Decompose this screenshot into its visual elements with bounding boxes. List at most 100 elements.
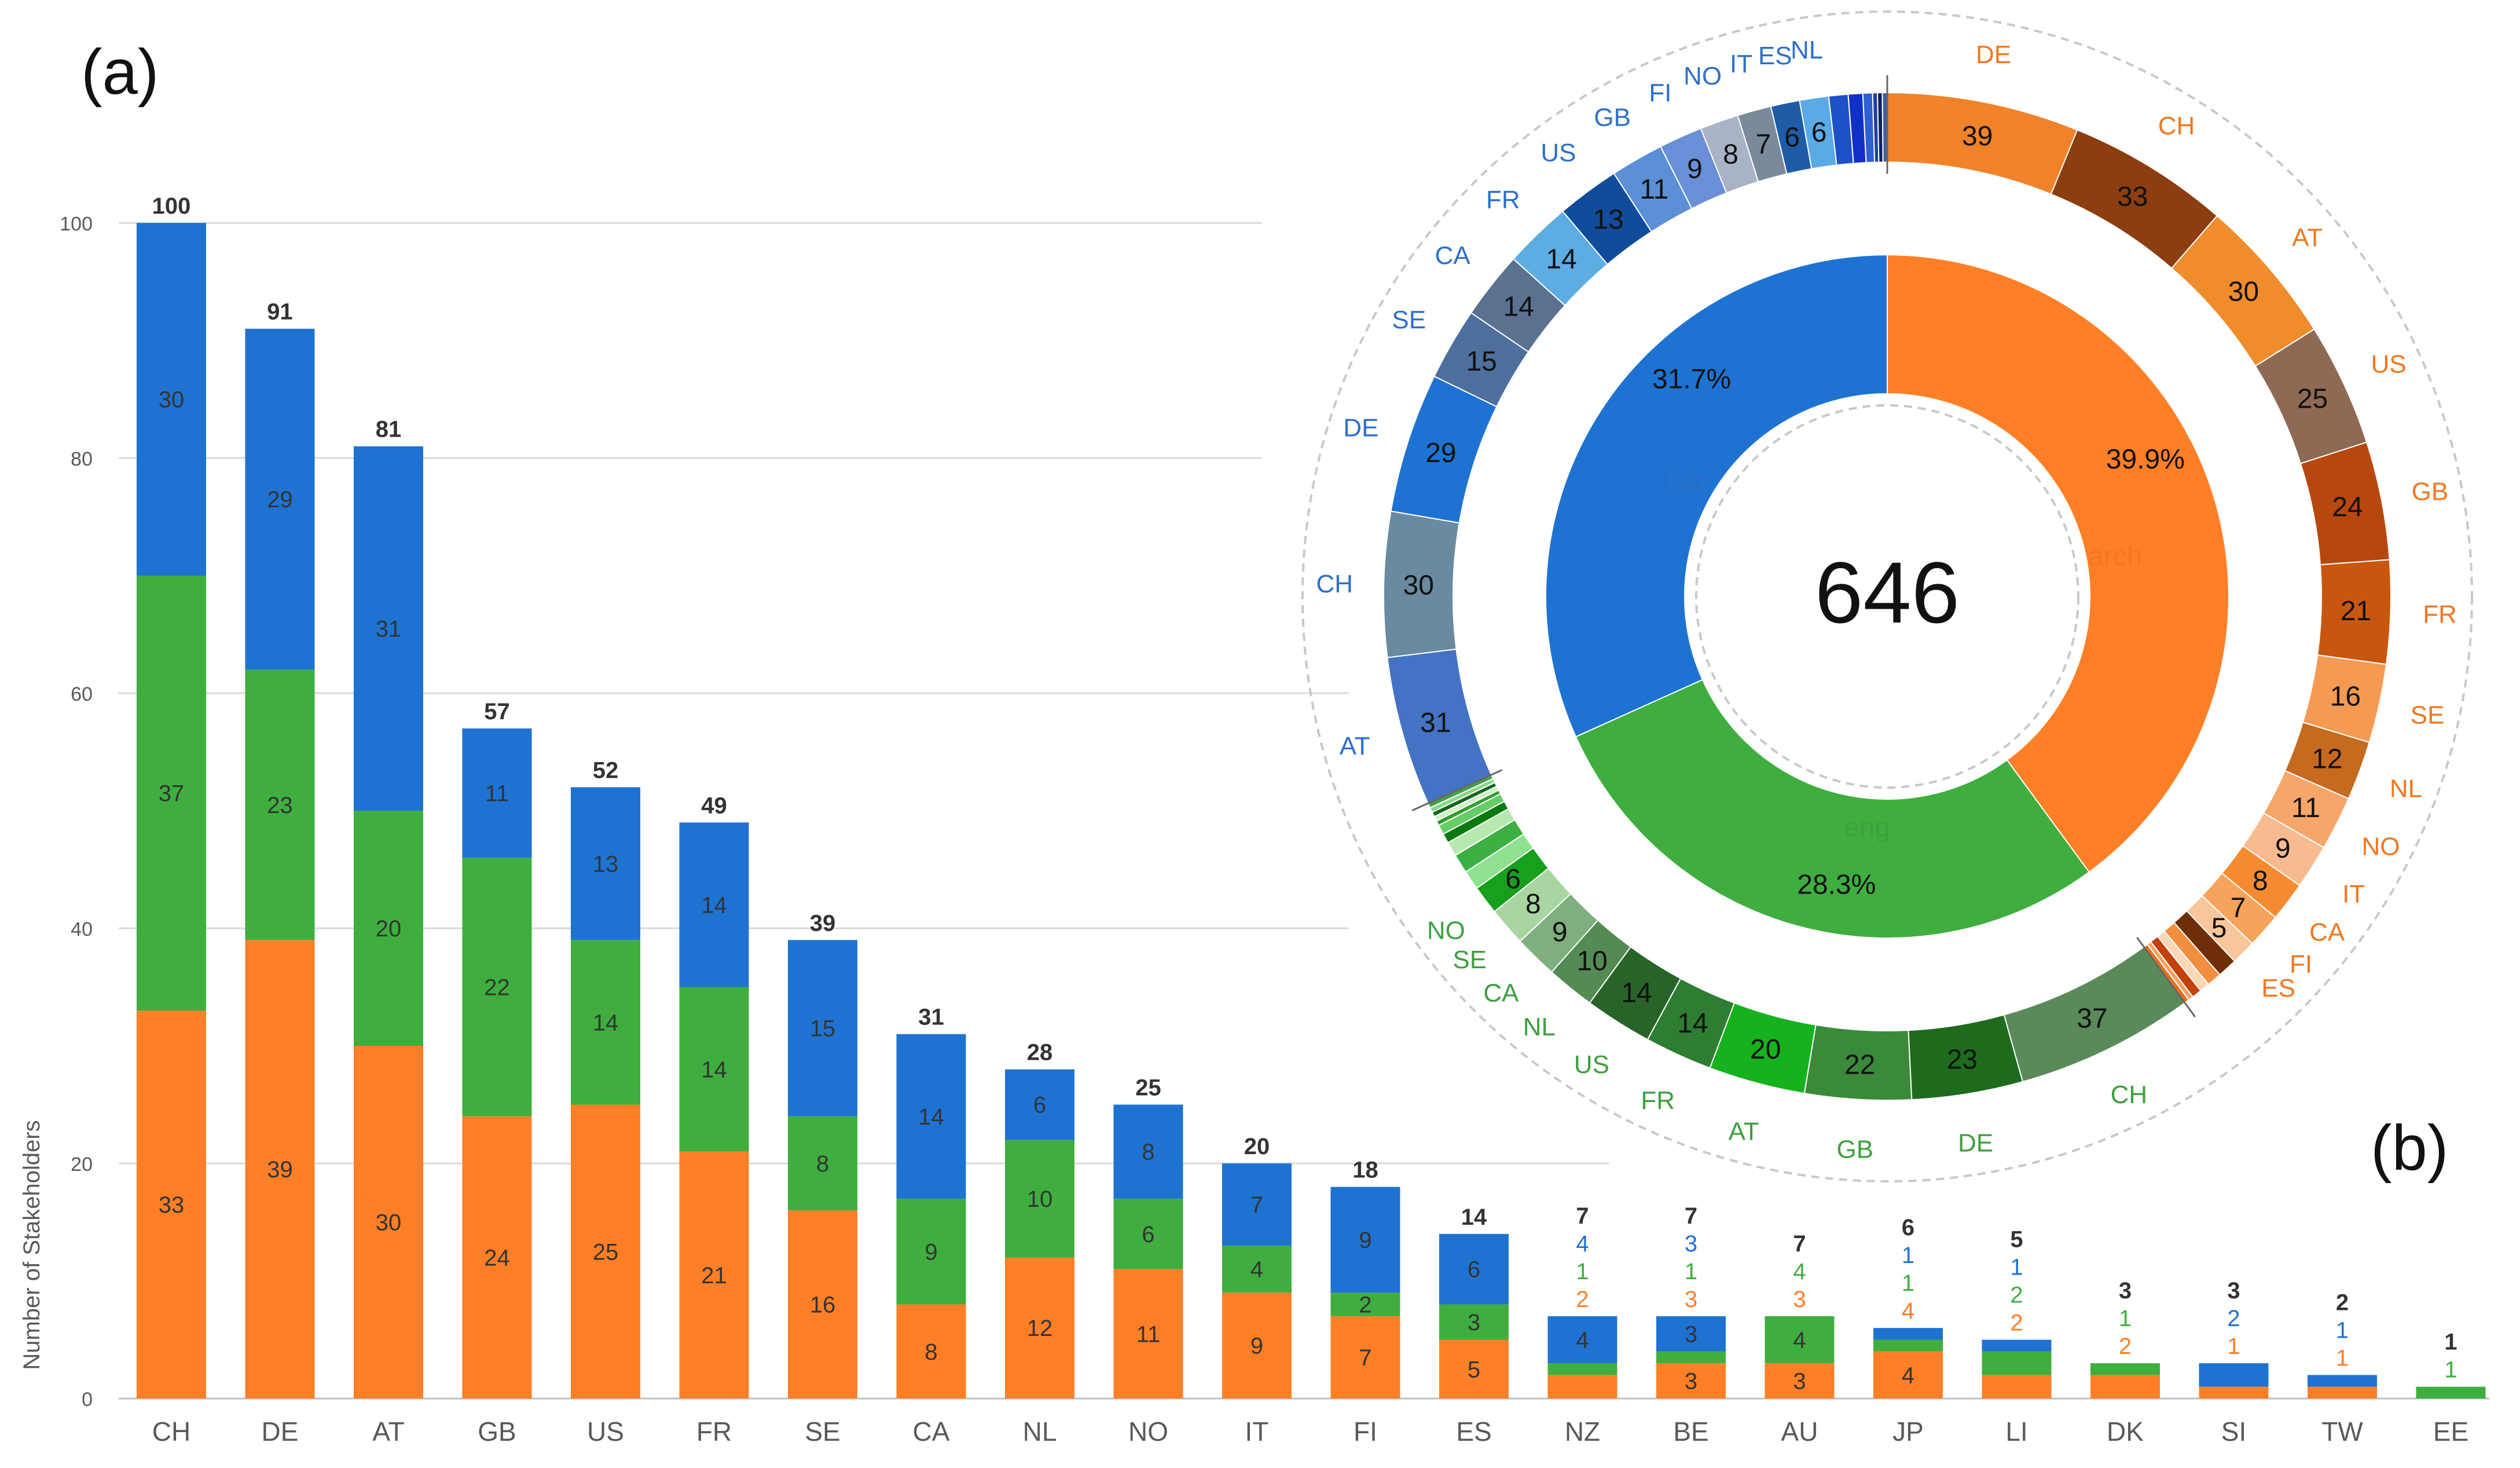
x-tick-label: CH: [152, 1416, 190, 1447]
bar-total-label: 20: [1244, 1134, 1270, 1159]
segment-value-label: 29: [267, 487, 293, 512]
bar-segment-eng: [354, 811, 423, 1046]
segment-value-label: 13: [593, 851, 619, 877]
segment-value-label: 1: [2119, 1306, 2132, 1331]
outer-country-label: IT: [2342, 880, 2365, 909]
outer-value-label: 33: [2117, 182, 2148, 213]
segment-value-label: 31: [376, 616, 402, 642]
segment-value-label: 2: [1359, 1293, 1371, 1318]
segment-value-label: 12: [1027, 1316, 1053, 1341]
outer-country-label: DE: [1343, 414, 1378, 442]
segment-value-label: 16: [810, 1293, 836, 1318]
bar-segment-fab: [571, 787, 640, 940]
bar-segment-eng: [2416, 1386, 2486, 1399]
outer-country-label: NO: [2362, 832, 2400, 861]
bar-segment-arch: [571, 1104, 640, 1399]
bar-segment-eng: [896, 1198, 966, 1305]
segment-value-label: 7: [1359, 1345, 1371, 1371]
segment-value-label: 8: [925, 1339, 937, 1365]
bar-segment-arch: [245, 940, 315, 1399]
segment-value-label: 4: [1793, 1259, 1806, 1284]
segment-value-label: 30: [376, 1210, 402, 1236]
outer-value-label: 14: [1621, 978, 1652, 1008]
bar-total-label: 7: [1793, 1231, 1806, 1257]
x-tick-label: DK: [2107, 1416, 2144, 1447]
outer-country-label: FR: [2423, 601, 2457, 629]
x-tick-label: AT: [372, 1416, 404, 1447]
outer-country-label: AT: [2292, 224, 2323, 252]
bar-segment-arch: [2308, 1386, 2377, 1399]
bar-segment-eng: [1005, 1140, 1074, 1258]
outer-value-label: 13: [1593, 204, 1623, 235]
bar-segment-arch: [896, 1304, 966, 1399]
outer-value-label: 16: [2330, 681, 2361, 712]
outer-country-label: AT: [1729, 1117, 1759, 1145]
outer-country-label: IT: [1730, 50, 1752, 78]
bar-segment-fab: [1547, 1316, 1617, 1364]
bar-segment-eng: [245, 669, 315, 940]
bar-segment-fab: [1005, 1069, 1074, 1140]
stacked-bar-chart: 020406080100333730100CH39232991DE3020318…: [60, 193, 2489, 1447]
inner-category-label: fab: [1667, 466, 1706, 496]
x-tick-label: DE: [262, 1416, 299, 1447]
x-tick-label: ES: [1456, 1416, 1491, 1447]
bar-segment-fab: [679, 822, 749, 987]
bar-segment-fab: [245, 328, 315, 670]
x-tick-label: US: [587, 1416, 624, 1447]
segment-value-label: 1: [1576, 1259, 1589, 1284]
segment-value-label: 4: [1576, 1328, 1589, 1353]
segment-value-label: 2: [2010, 1310, 2023, 1336]
outer-value-label: 30: [1403, 570, 1434, 601]
bar-segment-arch: [788, 1210, 857, 1399]
segment-value-label: 6: [1033, 1093, 1046, 1118]
outer-value-label: 11: [1639, 174, 1668, 205]
bar-total-label: 2: [2336, 1290, 2349, 1315]
segment-value-label: 6: [1142, 1222, 1154, 1247]
segment-value-label: 33: [159, 1192, 185, 1218]
bar-segment-arch: [354, 1046, 423, 1399]
bar-total-label: 1: [2444, 1330, 2457, 1355]
y-tick-label: 20: [71, 1154, 93, 1176]
segment-value-label: 2: [1576, 1287, 1589, 1312]
outer-value-label: 8: [1525, 889, 1541, 920]
bar-segment-fab: [1873, 1328, 1943, 1340]
nested-donut-chart: arch 39.9% 39 DE 33 CH 30 AT 25 US 24 GB 21 FR 16 SE 12 N…: [1301, 10, 2473, 1183]
outer-value-label: 8: [2253, 866, 2268, 896]
outer-value-label: 6: [1505, 864, 1521, 895]
segment-value-label: 9: [925, 1239, 937, 1265]
x-tick-label: EE: [2433, 1416, 2468, 1447]
segment-value-label: 7: [1250, 1192, 1263, 1218]
bar-segment-eng: [462, 858, 532, 1116]
segment-value-label: 1: [1685, 1259, 1697, 1284]
outer-value-label: 7: [2231, 892, 2246, 923]
segment-value-label: 4: [1576, 1231, 1589, 1257]
x-tick-label: JP: [1892, 1416, 1924, 1447]
outer-value-label: 30: [2228, 276, 2259, 307]
outer-value-label: 10: [1576, 946, 1607, 976]
segment-value-label: 10: [1027, 1187, 1053, 1212]
donut-center-total: 646: [1815, 544, 1960, 641]
bar-segment-arch: [1547, 1375, 1617, 1399]
outer-country-label: CH: [2111, 1081, 2148, 1109]
x-tick-label: SI: [2221, 1416, 2246, 1447]
bar-total-label: 3: [2227, 1278, 2240, 1304]
outer-country-label: US: [1574, 1050, 1609, 1079]
segment-value-label: 1: [2336, 1345, 2349, 1371]
bar-total-label: 100: [152, 193, 191, 219]
segment-value-label: 3: [1793, 1369, 1806, 1394]
x-tick-label: SE: [805, 1416, 840, 1447]
outer-value-label: 25: [2297, 384, 2328, 415]
bar-total-label: 52: [593, 757, 619, 783]
outer-value-label: 7: [1756, 129, 1771, 160]
outer-value-label: 20: [1750, 1034, 1781, 1065]
bar-total-label: 49: [701, 793, 727, 818]
bar-segment-eng: [788, 1116, 857, 1211]
segment-value-label: 1: [2010, 1255, 2023, 1280]
bar-segment-arch: [1982, 1375, 2052, 1399]
segment-value-label: 14: [918, 1104, 944, 1130]
bar-total-label: 6: [1902, 1215, 1914, 1240]
outer-country-label: CA: [1483, 979, 1519, 1007]
bar-total-label: 14: [1461, 1205, 1487, 1230]
bar-segment-fab: [462, 728, 532, 858]
